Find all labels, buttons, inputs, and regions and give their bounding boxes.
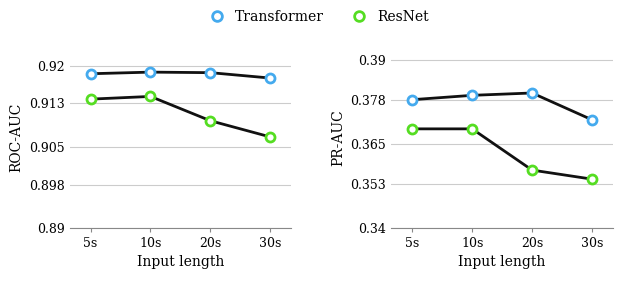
X-axis label: Input length: Input length (137, 255, 224, 269)
X-axis label: Input length: Input length (458, 255, 546, 269)
Y-axis label: ROC-AUC: ROC-AUC (9, 102, 23, 172)
Y-axis label: PR-AUC: PR-AUC (331, 109, 345, 166)
Legend: Transformer, ResNet: Transformer, ResNet (198, 4, 434, 29)
